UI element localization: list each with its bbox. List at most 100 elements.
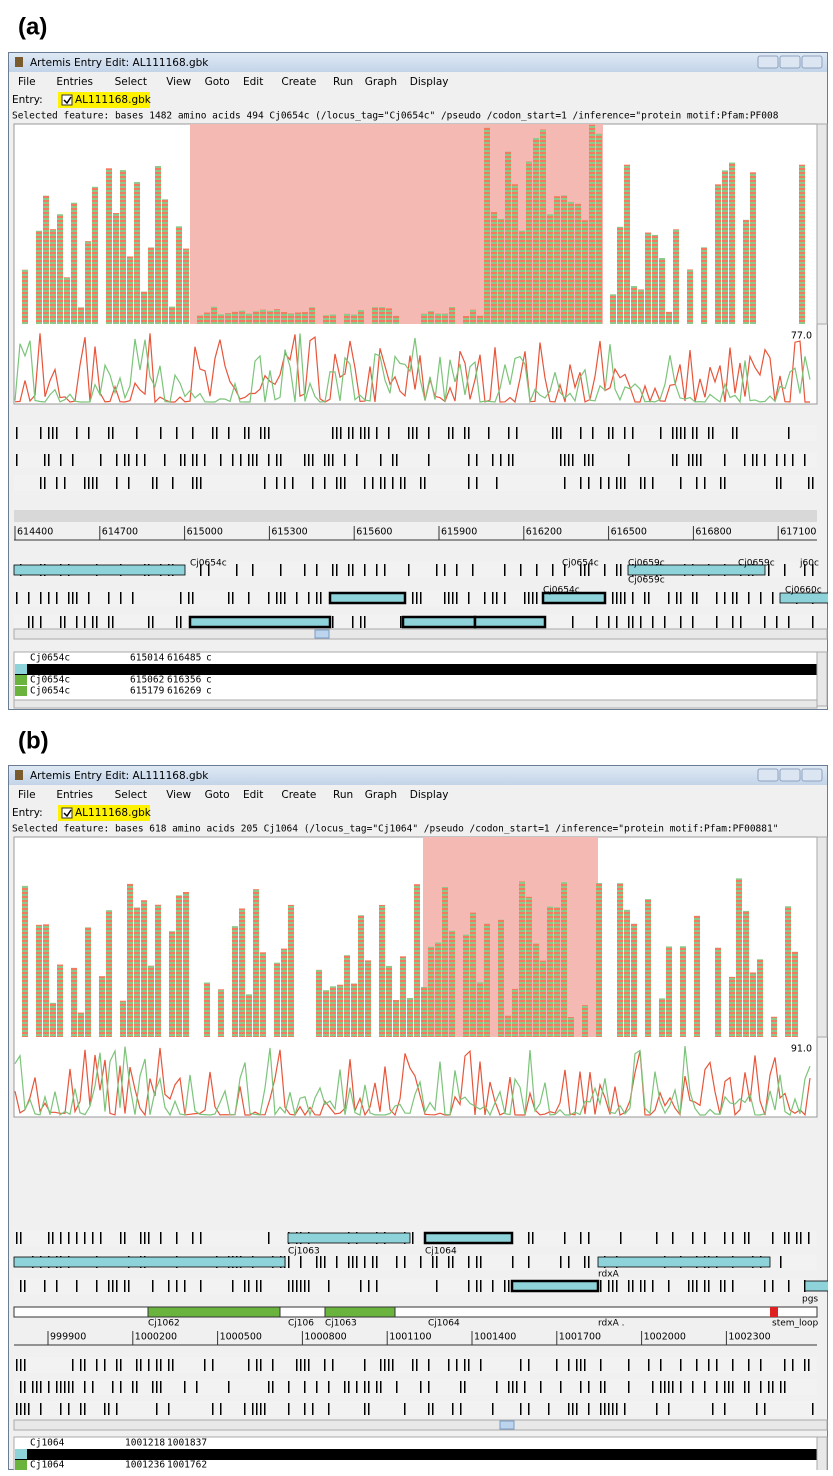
stop-codon bbox=[528, 1232, 530, 1244]
stop-codon bbox=[248, 454, 250, 466]
list-cell[interactable]: rdxA bbox=[30, 1471, 53, 1476]
horizontal-scrollbar[interactable] bbox=[14, 629, 827, 639]
stop-codon bbox=[784, 1232, 786, 1244]
list-cell[interactable]: c bbox=[206, 664, 212, 675]
list-cell[interactable]: 616269 bbox=[167, 686, 202, 697]
vertical-scrollbar[interactable] bbox=[817, 124, 827, 324]
list-cell[interactable]: 616485 bbox=[167, 664, 201, 675]
cds-feature[interactable] bbox=[512, 1281, 598, 1291]
maximize-button[interactable] bbox=[780, 769, 800, 781]
list-hscrollbar[interactable] bbox=[14, 700, 817, 708]
cds-feature[interactable] bbox=[190, 617, 330, 627]
list-cell[interactable]: 616356 bbox=[167, 675, 202, 686]
cds-feature[interactable] bbox=[14, 565, 185, 575]
stem-loop-feature[interactable] bbox=[770, 1307, 778, 1317]
list-cell[interactable]: 615179 bbox=[130, 686, 165, 697]
stop-codon bbox=[96, 616, 98, 628]
menu-item[interactable]: Create bbox=[281, 789, 316, 801]
list-cell[interactable]: 1001837 bbox=[167, 1449, 207, 1460]
cds-feature[interactable] bbox=[14, 1257, 285, 1267]
minimize-button[interactable] bbox=[758, 56, 778, 68]
stop-codon bbox=[64, 616, 66, 628]
list-cell[interactable]: 616485 bbox=[167, 653, 201, 664]
menu-item[interactable]: View bbox=[166, 789, 191, 801]
menu-item[interactable]: File bbox=[18, 76, 36, 88]
menu-item[interactable]: Graph bbox=[365, 76, 397, 88]
horizontal-scrollbar[interactable] bbox=[14, 1420, 827, 1430]
menu-item[interactable]: Entries bbox=[56, 789, 93, 801]
list-cell[interactable]: 1001218 bbox=[125, 1438, 165, 1449]
read-stack bbox=[365, 960, 371, 1037]
menu-item[interactable]: Graph bbox=[365, 789, 397, 801]
stop-codon bbox=[376, 1280, 378, 1292]
menu-item[interactable]: Entries bbox=[56, 76, 93, 88]
cds-feature[interactable] bbox=[475, 617, 545, 627]
scroll-thumb[interactable] bbox=[500, 1421, 514, 1429]
cds-feature[interactable] bbox=[805, 1281, 833, 1291]
stop-codon bbox=[528, 1256, 530, 1268]
menu-item[interactable]: File bbox=[18, 789, 36, 801]
list-cell[interactable]: 1002442 bbox=[167, 1471, 207, 1476]
list-cell[interactable]: Cj1064 bbox=[30, 1438, 65, 1449]
list-scrollbar[interactable] bbox=[817, 652, 827, 706]
stop-codon bbox=[408, 564, 410, 576]
list-cell[interactable]: 1001236 bbox=[125, 1460, 165, 1471]
stop-codon bbox=[628, 1280, 630, 1292]
list-cell[interactable]: 1001762 bbox=[167, 1460, 207, 1471]
menu-item[interactable]: Display bbox=[410, 789, 449, 801]
stop-codon bbox=[16, 427, 18, 439]
read-stack bbox=[484, 924, 490, 1037]
menu-item[interactable]: Goto bbox=[205, 789, 230, 801]
minimize-button[interactable] bbox=[758, 769, 778, 781]
list-cell[interactable]: Cj0654c bbox=[30, 686, 70, 697]
list-cell[interactable]: Cj0654c bbox=[30, 653, 70, 664]
scroll-thumb[interactable] bbox=[315, 630, 329, 638]
list-cell[interactable]: 615014 bbox=[130, 664, 165, 675]
list-cell[interactable]: c bbox=[206, 653, 212, 664]
stop-codon bbox=[564, 477, 566, 489]
menu-item[interactable]: View bbox=[166, 76, 191, 88]
vertical-scrollbar[interactable] bbox=[817, 837, 827, 1037]
list-cell[interactable]: 1001837 bbox=[125, 1471, 165, 1476]
list-cell[interactable]: c bbox=[206, 675, 212, 686]
list-cell[interactable]: Cj0654c bbox=[30, 675, 70, 686]
menu-item[interactable]: Create bbox=[281, 76, 316, 88]
list-cell[interactable]: 615062 bbox=[130, 675, 164, 686]
maximize-button[interactable] bbox=[780, 56, 800, 68]
stop-codon bbox=[428, 1359, 430, 1371]
list-cell[interactable]: 615014 bbox=[130, 653, 165, 664]
stop-codon bbox=[212, 1403, 214, 1415]
menu-item[interactable]: Edit bbox=[243, 789, 263, 801]
list-cell[interactable]: 1001837 bbox=[167, 1438, 207, 1449]
cds-feature[interactable] bbox=[330, 593, 405, 603]
cds-feature[interactable] bbox=[425, 1233, 512, 1243]
list-cell[interactable]: pseudogene (putative transmembrane trans… bbox=[240, 664, 543, 675]
list-cell[interactable]: pseudogene (nitroreductase) bbox=[240, 1449, 394, 1460]
cds-feature[interactable] bbox=[403, 617, 475, 627]
stop-codon bbox=[96, 1359, 98, 1371]
cds-feature[interactable] bbox=[288, 1233, 410, 1243]
list-cell[interactable]: c bbox=[206, 686, 212, 697]
close-button[interactable] bbox=[802, 769, 822, 781]
stop-codon bbox=[60, 616, 62, 628]
menu-item[interactable]: Select bbox=[115, 76, 147, 88]
gene-feature[interactable] bbox=[325, 1307, 395, 1317]
gene-feature[interactable] bbox=[148, 1307, 280, 1317]
list-cell[interactable]: Cj1064 bbox=[30, 1449, 65, 1460]
read-stack bbox=[540, 129, 546, 324]
menu-item[interactable]: Display bbox=[410, 76, 449, 88]
menu-item[interactable]: Goto bbox=[205, 76, 230, 88]
list-cell[interactable]: Cj0654c bbox=[30, 664, 70, 675]
menu-item[interactable]: Run bbox=[333, 789, 353, 801]
list-cell[interactable]: Cj1064 bbox=[30, 1460, 65, 1471]
ruler-label: 615000 bbox=[187, 527, 223, 538]
stop-codon bbox=[328, 1280, 330, 1292]
close-button[interactable] bbox=[802, 56, 822, 68]
menu-item[interactable]: Select bbox=[115, 789, 147, 801]
menu-item[interactable]: Run bbox=[333, 76, 353, 88]
list-scrollbar[interactable] bbox=[817, 1437, 827, 1476]
menu-item[interactable]: Edit bbox=[243, 76, 263, 88]
read-stack bbox=[323, 990, 329, 1037]
cds-feature[interactable] bbox=[598, 1257, 770, 1267]
list-cell[interactable]: 1001218 bbox=[125, 1449, 165, 1460]
